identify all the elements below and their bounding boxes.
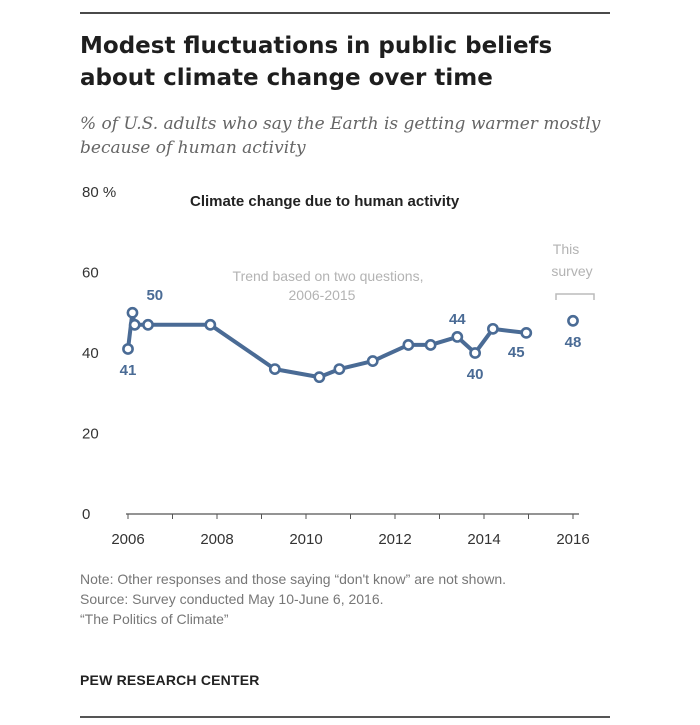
- data-point: [567, 314, 579, 327]
- x-tick-label: 2008: [200, 531, 233, 548]
- data-label: 48: [565, 334, 582, 351]
- chart-title: Modest fluctuations in public beliefs ab…: [80, 33, 553, 91]
- data-point: [520, 326, 533, 339]
- data-label: 40: [467, 366, 484, 383]
- data-point: [451, 330, 464, 343]
- report-text: “The Politics of Climate”: [80, 611, 229, 627]
- top-rule: [80, 12, 610, 14]
- data-point: [402, 339, 415, 351]
- data-point: [313, 371, 326, 384]
- data-point: [142, 318, 154, 331]
- y-tick-label: 60: [82, 265, 99, 282]
- data-label: 44: [449, 311, 466, 328]
- data-point: [128, 318, 141, 331]
- y-tick-label: 40: [82, 345, 99, 362]
- y-tick-label: 80 %: [82, 184, 116, 201]
- this-survey-bracket: [555, 293, 595, 300]
- data-point: [126, 306, 139, 319]
- trend-note-line1: Trend based on two questions,: [233, 268, 424, 284]
- x-tick-label: 2012: [378, 531, 411, 548]
- bottom-rule: [80, 716, 610, 718]
- data-point: [333, 363, 346, 375]
- x-axis: 2006 2008 2010 2012 2014 2016: [111, 513, 590, 548]
- data-point: [268, 363, 281, 375]
- x-tick-label: 2016: [556, 531, 589, 548]
- chart-inner-title: Climate change due to human activity: [190, 193, 460, 210]
- source-text: Source: Survey conducted May 10-June 6, …: [80, 591, 384, 607]
- chart-subtitle: % of U.S. adults who say the Earth is ge…: [80, 114, 601, 158]
- note-text: Note: Other responses and those saying “…: [80, 571, 507, 587]
- line-chart: Climate change due to human activity 0 20…: [82, 184, 595, 548]
- brand-logo-text: PEW RESEARCH CENTER: [80, 672, 260, 688]
- data-label: 50: [146, 287, 163, 304]
- data-label: 41: [120, 362, 137, 379]
- data-point: [366, 355, 379, 367]
- data-label: 45: [508, 344, 525, 361]
- trend-note-line2: 2006-2015: [289, 287, 356, 303]
- series-points: [122, 306, 579, 384]
- data-point: [122, 343, 134, 355]
- x-tick-label: 2010: [289, 531, 322, 548]
- data-point: [424, 339, 437, 351]
- y-axis: 0 20 40 60 80 %: [82, 184, 116, 523]
- data-labels: 50 41 44 40 45 48: [120, 287, 582, 383]
- this-survey-line1: This: [553, 241, 579, 257]
- x-tick-label: 2014: [467, 531, 500, 548]
- y-tick-label: 0: [82, 506, 90, 523]
- data-point: [204, 318, 217, 331]
- data-point: [486, 322, 499, 335]
- this-survey-line2: survey: [551, 263, 592, 279]
- notes-block: Note: Other responses and those saying “…: [80, 569, 600, 629]
- y-tick-label: 20: [82, 426, 99, 443]
- x-tick-label: 2006: [111, 531, 144, 548]
- data-point: [469, 347, 481, 359]
